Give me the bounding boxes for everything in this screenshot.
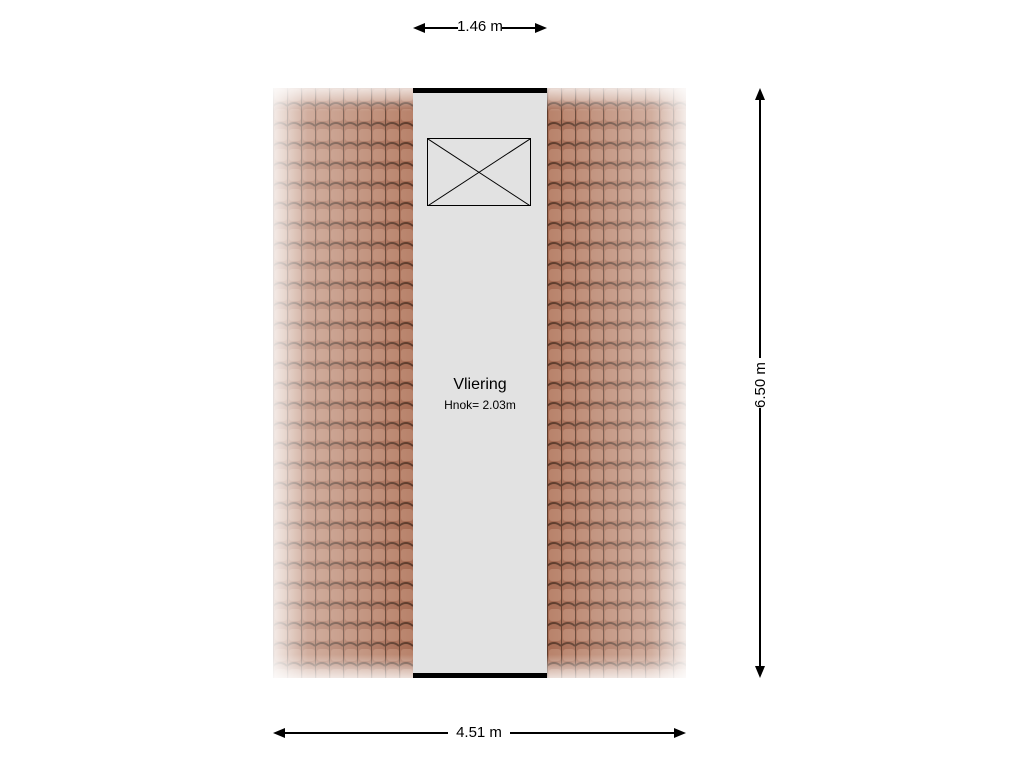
dimension-bottom-value: 4.51 m: [448, 724, 510, 741]
arrow-left-icon: [413, 23, 425, 33]
roof-right: [547, 88, 686, 678]
roof-tiles-right: [547, 88, 686, 678]
roof-tiles-left: [273, 88, 413, 678]
dimension-bottom-line-right: [510, 732, 676, 734]
dimension-right-value: 6.50 m: [752, 358, 769, 408]
room-name: Vliering: [413, 376, 547, 394]
room-ridge-height: Hnok= 2.03m: [413, 398, 547, 412]
arrow-right-icon: [535, 23, 547, 33]
window-cross-icon: [428, 139, 530, 206]
dimension-top-left-line: [423, 27, 458, 29]
dimension-right-line-lower: [759, 408, 761, 668]
floorplan: Vliering Hnok= 2.03m: [273, 88, 686, 678]
floorplan-canvas: 1.46 m 6.50 m 4.51 m: [0, 0, 1024, 768]
arrow-down-icon: [755, 666, 765, 678]
dimension-bottom-line-left: [283, 732, 448, 734]
skylight-window: [427, 138, 531, 206]
dimension-right-line-upper: [759, 98, 761, 358]
arrow-up-icon: [755, 88, 765, 100]
arrow-right-icon: [674, 728, 686, 738]
roof-left: [273, 88, 413, 678]
dimension-top-right-line: [502, 27, 537, 29]
arrow-left-icon: [273, 728, 285, 738]
